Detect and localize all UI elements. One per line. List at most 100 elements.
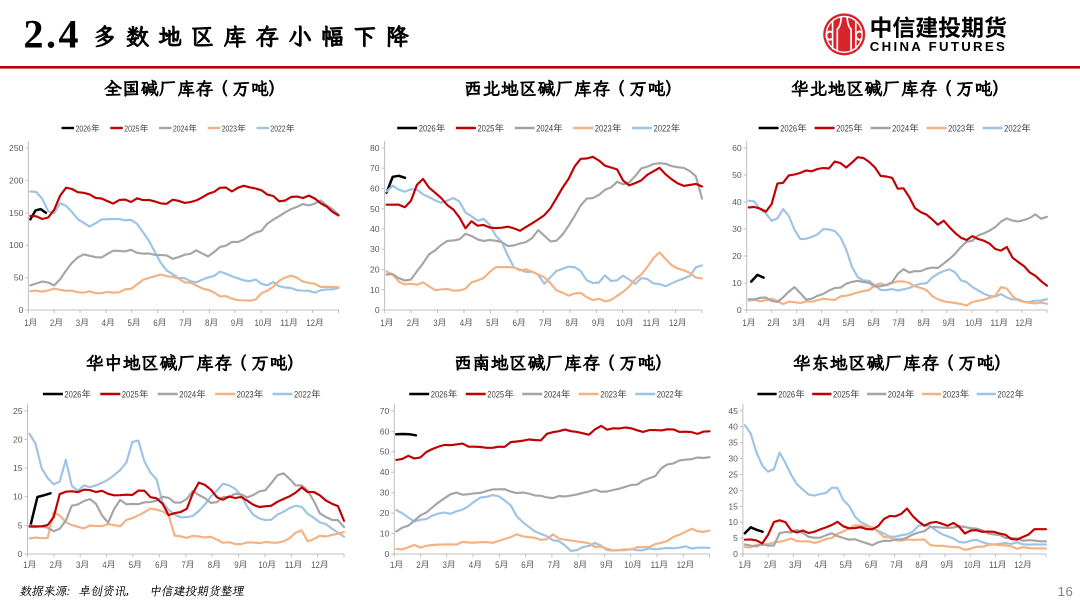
svg-text:2026: 2026 [64, 389, 81, 399]
svg-text:2025: 2025 [833, 389, 850, 399]
svg-text:2025: 2025 [122, 389, 139, 399]
svg-text:80: 80 [370, 143, 380, 153]
svg-text:10: 10 [728, 517, 738, 527]
svg-text:250: 250 [9, 143, 24, 153]
svg-text:6: 6 [155, 560, 159, 570]
svg-text:5: 5 [129, 560, 133, 570]
svg-text:3: 3 [433, 318, 437, 328]
svg-text:8: 8 [574, 560, 578, 570]
svg-text:8: 8 [208, 560, 212, 570]
svg-text:60: 60 [732, 143, 742, 153]
svg-text:1: 1 [739, 560, 743, 570]
svg-text:2024: 2024 [536, 123, 553, 133]
svg-text:10: 10 [258, 560, 267, 570]
svg-text:20: 20 [380, 508, 390, 518]
svg-text:2024: 2024 [173, 123, 188, 133]
svg-text:2022: 2022 [997, 389, 1014, 399]
svg-text:12: 12 [1015, 318, 1024, 328]
svg-text:10: 10 [965, 318, 974, 328]
svg-text:50: 50 [370, 204, 380, 214]
svg-text:150: 150 [9, 208, 24, 218]
svg-text:70: 70 [380, 406, 390, 416]
svg-text:1: 1 [390, 560, 394, 570]
svg-text:4: 4 [102, 318, 106, 328]
svg-text:6: 6 [868, 318, 872, 328]
svg-text:6: 6 [153, 318, 157, 328]
svg-text:4: 4 [814, 560, 818, 570]
svg-text:11: 11 [990, 318, 999, 328]
svg-text:45: 45 [728, 406, 738, 416]
svg-text:12: 12 [669, 318, 678, 328]
svg-text:50: 50 [14, 273, 24, 283]
svg-text:10: 10 [13, 492, 23, 502]
svg-text:12: 12 [677, 560, 686, 570]
svg-text:10: 10 [964, 560, 973, 570]
svg-text:2025: 2025 [487, 389, 504, 399]
svg-text:2: 2 [50, 318, 54, 328]
svg-text:40: 40 [728, 422, 738, 432]
svg-text:2022: 2022 [294, 389, 311, 399]
svg-text:8: 8 [918, 318, 922, 328]
svg-text:12: 12 [311, 560, 320, 570]
svg-text:3: 3 [789, 560, 793, 570]
svg-text:4: 4 [460, 318, 464, 328]
svg-text:2024: 2024 [888, 389, 905, 399]
svg-text:11: 11 [285, 560, 294, 570]
svg-text:11: 11 [280, 318, 289, 328]
svg-text:2026: 2026 [780, 123, 797, 133]
svg-text:60: 60 [370, 184, 380, 194]
svg-text:2024: 2024 [544, 389, 561, 399]
svg-text:200: 200 [9, 175, 24, 185]
svg-text:6: 6 [865, 560, 869, 570]
svg-text:0: 0 [733, 549, 738, 559]
svg-text:1: 1 [24, 318, 28, 328]
svg-text:5: 5 [486, 318, 490, 328]
svg-text:10: 10 [370, 285, 380, 295]
svg-text:2: 2 [764, 560, 768, 570]
svg-text:5: 5 [18, 520, 23, 530]
svg-text:2023: 2023 [600, 389, 617, 399]
svg-text:9: 9 [231, 318, 235, 328]
svg-text:2023: 2023 [943, 389, 960, 399]
svg-text:2: 2 [416, 560, 420, 570]
svg-text:0: 0 [19, 305, 24, 315]
svg-text:5: 5 [495, 560, 499, 570]
svg-text:10: 10 [732, 278, 742, 288]
svg-text:0: 0 [737, 305, 742, 315]
svg-text:11: 11 [643, 318, 652, 328]
svg-text:3: 3 [76, 318, 80, 328]
svg-text:9: 9 [943, 318, 947, 328]
svg-text:7: 7 [890, 560, 894, 570]
svg-text:4: 4 [469, 560, 473, 570]
svg-text:20: 20 [728, 485, 738, 495]
svg-text:20: 20 [13, 434, 23, 444]
svg-text:8: 8 [566, 318, 570, 328]
svg-text:7: 7 [179, 318, 183, 328]
svg-text:2024: 2024 [179, 389, 196, 399]
svg-text:2025: 2025 [124, 123, 139, 133]
svg-text:2022: 2022 [654, 123, 671, 133]
svg-text:30: 30 [728, 454, 738, 464]
svg-text:1: 1 [380, 318, 384, 328]
svg-text:40: 40 [732, 197, 742, 207]
svg-text:1: 1 [23, 560, 27, 570]
svg-text:7: 7 [539, 318, 543, 328]
svg-text:50: 50 [380, 447, 390, 457]
svg-text:40: 40 [370, 224, 380, 234]
svg-text:9: 9 [600, 560, 604, 570]
svg-text:0: 0 [375, 305, 380, 315]
svg-text:5: 5 [128, 318, 132, 328]
svg-text:6: 6 [521, 560, 525, 570]
svg-text:7: 7 [893, 318, 897, 328]
svg-text:2025: 2025 [836, 123, 853, 133]
svg-text:8: 8 [915, 560, 919, 570]
svg-text:2024: 2024 [892, 123, 909, 133]
svg-text:9: 9 [941, 560, 945, 570]
svg-text:2: 2 [767, 318, 771, 328]
svg-text:2026: 2026 [76, 123, 91, 133]
svg-text:2026: 2026 [431, 389, 448, 399]
svg-text:1: 1 [742, 318, 746, 328]
svg-text:2022: 2022 [270, 123, 285, 133]
svg-text:20: 20 [370, 265, 380, 275]
svg-text:12: 12 [306, 318, 315, 328]
